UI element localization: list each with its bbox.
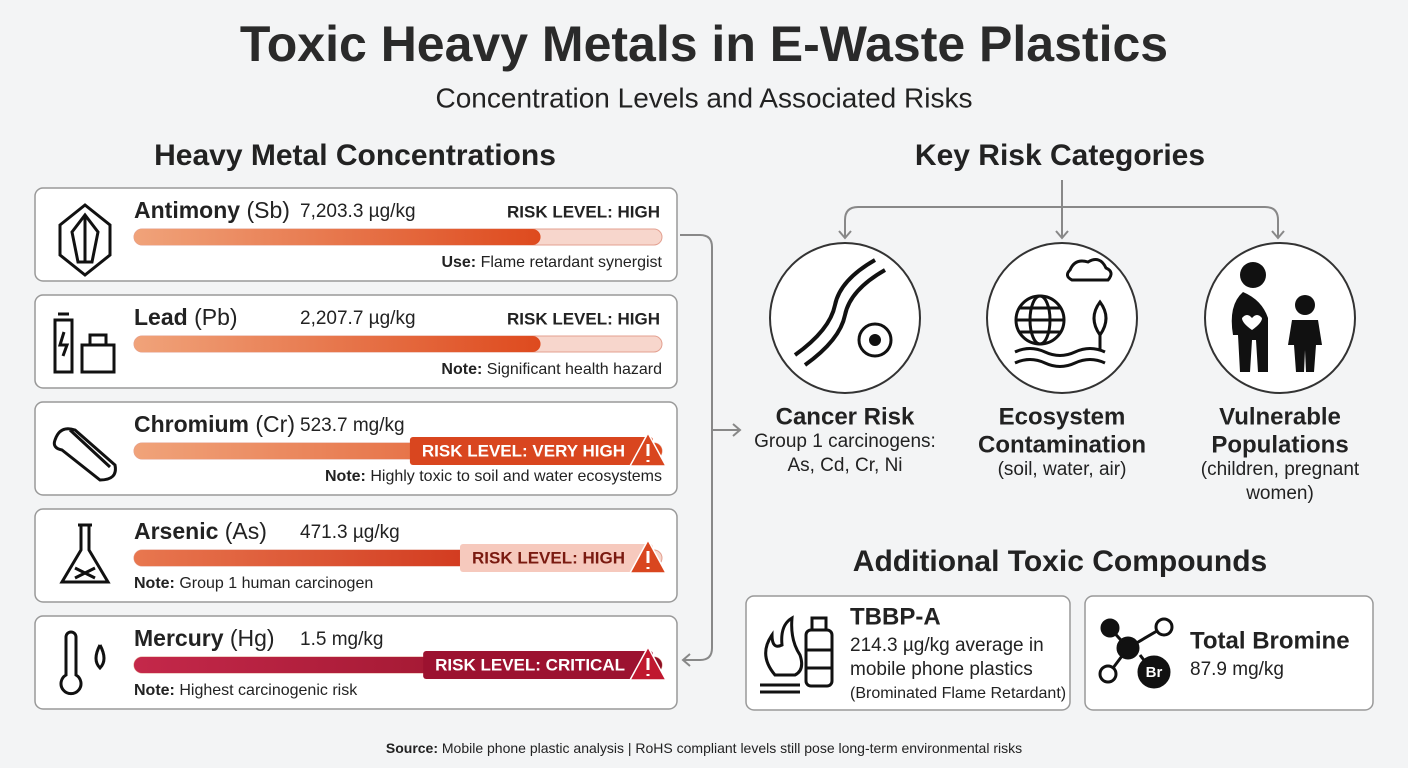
metal-card: Arsenic (As) 471.3 µg/kg RISK LEVEL: HIGH N…: [34, 508, 678, 603]
bar-fill: [134, 550, 472, 566]
section-heading: Key Risk Categories: [915, 139, 1205, 172]
concentration: 1.5 mg/kg: [300, 629, 383, 650]
risk-badge: [423, 651, 653, 679]
fire-bottle-icon: [760, 615, 834, 694]
note-label: Note:: [134, 682, 175, 699]
title: Toxic Heavy Metals in E-Waste Plastics: [240, 16, 1168, 72]
note: Use: Flame retardant synergist: [441, 254, 662, 271]
note: Note: Highly toxic to soil and water eco…: [325, 468, 662, 485]
note-text: Highest carcinogenic risk: [179, 682, 358, 699]
metal-icon: [52, 427, 117, 482]
risk-level: RISK LEVEL: VERY HIGH: [422, 441, 625, 460]
metal-name: Chromium (Cr): [134, 411, 295, 437]
note-text: Significant health hazard: [487, 361, 662, 378]
risk-badge: [409, 437, 653, 465]
metal-card: Lead (Pb) 2,207.7 µg/kg RISK LEVEL: HIGH No…: [34, 294, 678, 389]
compound-detail: (Brominated Flame Retardant): [850, 685, 1066, 702]
name: Arsenic: [134, 518, 219, 544]
section-heading: Heavy Metal Concentrations: [154, 139, 556, 172]
note: Note: Highest carcinogenic risk: [134, 682, 358, 699]
icon-label: Br: [1146, 664, 1163, 681]
compound-detail: 214.3 µg/kg average in: [850, 635, 1044, 656]
note-text: Group 1 human carcinogen: [179, 575, 373, 592]
metal-card: Chromium (Cr) 523.7 mg/kg RISK LEVEL: VERY…: [34, 401, 678, 496]
metal-card: Antimony (Sb) 7,203.3 µg/kg RISK LEVEL: HI…: [34, 187, 678, 282]
risk-detail: (children, pregnant: [1201, 459, 1360, 480]
concentration: 2,207.7 µg/kg: [300, 308, 416, 329]
note-text: Flame retardant synergist: [481, 254, 663, 271]
symbol: (Sb): [246, 197, 289, 223]
note-text: Highly toxic to soil and water ecosystem…: [370, 468, 662, 485]
compound-detail: 87.9 mg/kg: [1190, 659, 1284, 680]
name: Chromium: [134, 411, 249, 437]
risk-title: Populations: [1211, 431, 1348, 458]
risk-detail: As, Cd, Cr, Ni: [787, 455, 902, 476]
name: Lead: [134, 304, 188, 330]
metal-name: Antimony (Sb): [134, 197, 290, 223]
risk-detail: (soil, water, air): [998, 459, 1127, 480]
risk-title: Cancer Risk: [776, 403, 915, 430]
family-icon: [1231, 262, 1322, 372]
note-label: Note:: [441, 361, 482, 378]
metal-icon: [53, 312, 116, 374]
risk-title: Ecosystem: [999, 403, 1126, 430]
symbol: (As): [225, 518, 267, 544]
footer-text: Mobile phone plastic analysis | RoHS com…: [442, 740, 1022, 756]
risk-title: Vulnerable: [1219, 403, 1341, 430]
symbol: (Cr): [255, 411, 295, 437]
compound-detail: mobile phone plastics: [850, 659, 1033, 680]
footer: Source: Mobile phone plastic analysis | …: [386, 740, 1022, 756]
metal-icon: [59, 523, 111, 584]
note-label: Use:: [441, 254, 476, 271]
compound-name: Total Bromine: [1190, 627, 1350, 654]
metal-icon: [59, 630, 106, 696]
risk-level: RISK LEVEL: HIGH: [472, 548, 625, 567]
connector: [680, 180, 1285, 667]
risk-badge: [459, 544, 653, 572]
name: Mercury: [134, 625, 224, 651]
molecule-icon: [1098, 617, 1174, 689]
metal-name: Lead (Pb): [134, 304, 238, 330]
metal-card: Mercury (Hg) 1.5 mg/kg RISK LEVEL: CRITICA…: [34, 615, 678, 710]
risk-detail: Group 1 carcinogens:: [754, 431, 936, 452]
metal-name: Arsenic (As): [134, 518, 267, 544]
globe-icon: [1014, 258, 1113, 368]
footer-label: Source:: [386, 740, 438, 756]
compound-name: TBBP-A: [850, 603, 941, 630]
dna-icon: [793, 258, 893, 367]
risk-detail: women): [1245, 483, 1314, 504]
metal-name: Mercury (Hg): [134, 625, 275, 651]
risk-level: RISK LEVEL: HIGH: [507, 309, 660, 328]
bar-fill: [134, 229, 541, 245]
note-label: Note:: [134, 575, 175, 592]
metal-icon: [58, 203, 112, 277]
note: Note: Significant health hazard: [441, 361, 662, 378]
note-label: Note:: [325, 468, 366, 485]
bar-fill: [134, 336, 541, 352]
note: Note: Group 1 human carcinogen: [134, 575, 373, 592]
concentration: 471.3 µg/kg: [300, 522, 400, 543]
name: Antimony: [134, 197, 240, 223]
concentration: 7,203.3 µg/kg: [300, 201, 416, 222]
section-heading: Additional Toxic Compounds: [853, 545, 1267, 578]
risk-level: RISK LEVEL: CRITICAL: [435, 655, 625, 674]
risk-title: Contamination: [978, 431, 1146, 458]
risk-level: RISK LEVEL: HIGH: [507, 202, 660, 221]
concentration: 523.7 mg/kg: [300, 415, 405, 436]
subtitle: Concentration Levels and Associated Risk…: [436, 82, 973, 113]
symbol: (Hg): [230, 625, 275, 651]
symbol: (Pb): [194, 304, 237, 330]
